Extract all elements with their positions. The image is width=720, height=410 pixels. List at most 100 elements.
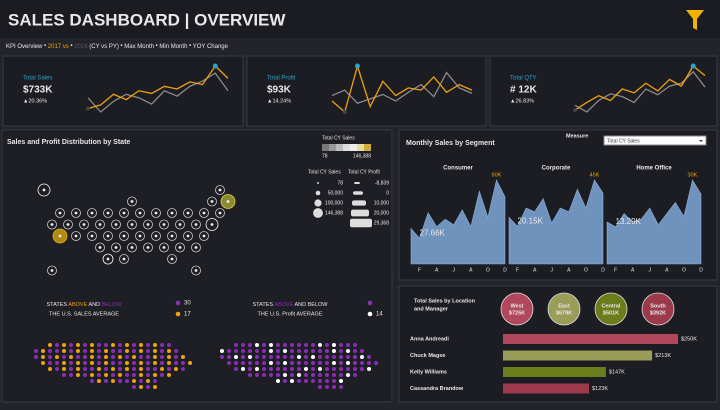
state-dot	[41, 361, 45, 365]
state-dot	[118, 361, 122, 365]
state-dot	[269, 355, 273, 359]
state-tile	[175, 242, 185, 253]
average-title: STATES ABOVE AND BELOW	[252, 302, 328, 308]
region-name: South	[650, 303, 666, 309]
sparkline	[331, 63, 473, 114]
state-dot	[181, 361, 185, 365]
state-dot	[139, 355, 143, 359]
state-dot	[276, 349, 280, 353]
state-dot	[202, 234, 206, 238]
state-dot	[367, 355, 371, 359]
state-dot	[111, 379, 115, 383]
state-dot	[367, 361, 371, 365]
state-tile	[199, 208, 209, 218]
count-label: 30	[184, 301, 191, 307]
state-dot	[269, 373, 273, 377]
state-dot	[153, 379, 157, 383]
state-tile	[119, 208, 129, 218]
state-dot	[48, 355, 52, 359]
state-dot	[181, 355, 185, 359]
state-dot	[97, 349, 101, 353]
state-tile	[102, 253, 114, 265]
state-dot	[262, 355, 266, 359]
state-dot	[304, 367, 308, 371]
state-dot	[58, 211, 62, 215]
state-tile	[191, 219, 201, 230]
sparkline	[87, 64, 229, 110]
region-value: $679K	[556, 310, 572, 316]
size-label: 10,000	[374, 200, 390, 206]
region-name: Central	[602, 303, 621, 309]
state-dot	[48, 361, 52, 365]
state-dot	[122, 211, 126, 215]
state-dot	[104, 349, 108, 353]
count-dot	[175, 300, 181, 306]
state-dot	[226, 200, 230, 203]
state-tile	[135, 208, 145, 218]
state-dot	[360, 367, 364, 371]
state-dot	[69, 361, 73, 365]
state-dot	[104, 367, 108, 371]
manager-name: Kelly Williams	[410, 369, 447, 375]
legend-title: Total CY Sales	[322, 135, 355, 141]
size-label: 0	[386, 190, 389, 196]
state-tile	[159, 219, 169, 230]
state-dot	[104, 379, 108, 383]
size-swatch	[315, 190, 321, 196]
state-dot	[241, 343, 245, 347]
state-dot	[34, 355, 38, 359]
state-dot	[304, 355, 308, 359]
state-dot	[90, 343, 94, 347]
state-dot	[210, 223, 214, 226]
state-dot	[76, 373, 80, 377]
state-dot	[114, 223, 118, 226]
color-scale	[329, 144, 336, 151]
state-dot	[353, 373, 357, 377]
x-tick-label: O	[486, 267, 490, 273]
state-dot	[325, 373, 329, 377]
manager-bar	[503, 350, 653, 361]
state-dot	[146, 349, 150, 353]
state-dot	[62, 373, 66, 377]
state-dot	[283, 379, 287, 383]
state-dot	[218, 211, 222, 215]
dropdown-arrow	[699, 140, 703, 142]
state-tile	[95, 219, 105, 230]
state-dot	[118, 343, 122, 347]
average-below: BELOW	[308, 302, 329, 308]
state-dot	[269, 349, 273, 353]
value-label: 30K	[688, 172, 698, 178]
state-tile	[205, 218, 219, 231]
state-tile	[175, 219, 185, 230]
kpi-change: ▲20.36%	[23, 98, 47, 104]
state-tile	[55, 208, 65, 218]
state-dot	[76, 367, 80, 371]
state-dot	[69, 355, 73, 359]
state-dot	[346, 355, 350, 359]
state-dot	[76, 343, 80, 347]
state-dot	[325, 379, 329, 383]
state-dot	[174, 349, 178, 353]
state-tile	[103, 208, 113, 218]
state-dot	[139, 373, 143, 377]
average-text: AND	[293, 302, 307, 308]
state-dot	[367, 367, 371, 371]
region-value: $725K	[509, 310, 525, 316]
state-dot	[153, 373, 157, 377]
measure-dropdown[interactable]	[603, 135, 707, 146]
state-dot	[304, 379, 308, 383]
state-dot	[83, 373, 87, 377]
state-dot	[160, 367, 164, 371]
state-dot	[220, 355, 224, 359]
state-dot	[167, 355, 171, 359]
state-dot	[346, 343, 350, 347]
state-dot	[69, 373, 73, 377]
state-dot	[297, 343, 301, 347]
state-dot	[325, 361, 329, 365]
state-dot	[90, 234, 94, 238]
state-dot	[138, 211, 142, 215]
state-dot	[90, 361, 94, 365]
filter-icon[interactable]	[686, 10, 704, 30]
average-above: ABOVE	[274, 302, 293, 308]
state-dot	[276, 361, 280, 365]
